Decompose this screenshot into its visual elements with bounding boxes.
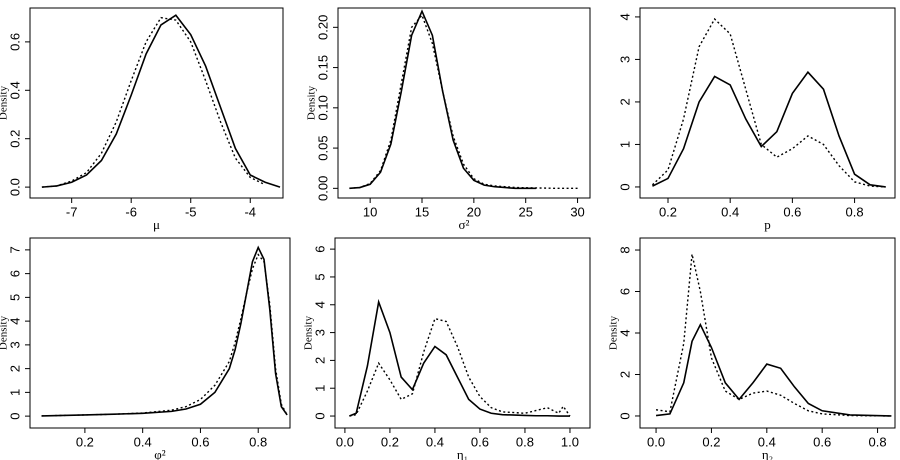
y-tick-label: 6 — [312, 246, 327, 253]
y-tick-label: 4 — [617, 13, 632, 20]
density-line — [41, 253, 288, 417]
x-tick-label: -4 — [244, 204, 256, 219]
x-tick-label: 0.6 — [813, 434, 831, 449]
density-line — [349, 9, 537, 190]
y-tick-label: 2 — [617, 371, 632, 378]
x-tick-label: 10 — [363, 204, 377, 219]
density-line — [349, 13, 578, 190]
y-tick-label: 0 — [617, 412, 632, 419]
x-axis-label: η₁ — [457, 447, 468, 460]
y-axis-label: Density — [608, 315, 620, 350]
density-line — [41, 14, 281, 188]
y-tick-label: 8 — [617, 246, 632, 253]
x-axis-label: p — [764, 217, 771, 232]
x-tick-label: 0.8 — [869, 434, 887, 449]
y-axis-label: Density — [306, 85, 318, 120]
x-tick-label: 0.6 — [471, 434, 489, 449]
y-tick-label: 3 — [617, 56, 632, 63]
panel: 0.0 0.2 0.4 0.6 0.8 0 2 4 6 8 η₂ Density — [608, 237, 896, 460]
x-tick-label: 0.2 — [76, 434, 94, 449]
y-tick-label: 0.20 — [315, 15, 330, 40]
y-tick-label: 1 — [617, 141, 632, 148]
x-axis-label: σ² — [459, 217, 470, 232]
y-tick-label: 5 — [312, 273, 327, 280]
panel: 10 15 20 25 30 0.00 0.05 0.10 0.15 0.20 σ² Density — [306, 7, 591, 232]
density-line — [655, 322, 892, 417]
x-tick-label: 0.4 — [721, 204, 739, 219]
y-tick-label: 4 — [617, 329, 632, 336]
x-tick-label: 25 — [518, 204, 532, 219]
density-line — [655, 254, 892, 417]
plot-frame — [29, 7, 284, 199]
y-tick-label: 0.00 — [315, 176, 330, 201]
plot-frame — [337, 7, 591, 199]
y-tick-label: 1 — [7, 389, 22, 396]
x-tick-label: 0.8 — [249, 434, 267, 449]
y-tick-label: 0 — [7, 413, 22, 420]
y-tick-label: 0.4 — [7, 81, 22, 99]
x-tick-label: 0.2 — [702, 434, 720, 449]
y-tick-label: 0 — [617, 183, 632, 190]
x-tick-label: 0.6 — [191, 434, 209, 449]
x-tick-label: 0.4 — [134, 434, 152, 449]
x-tick-label: 30 — [570, 204, 584, 219]
x-axis-label: η₂ — [762, 447, 773, 460]
y-axis-label: Density — [0, 85, 10, 120]
x-tick-label: 15 — [415, 204, 429, 219]
density-line — [41, 16, 266, 188]
panel: 0.2 0.4 0.6 0.8 0 1 2 3 4 p — [617, 7, 896, 232]
y-tick-label: 6 — [7, 270, 22, 277]
x-tick-label: -5 — [185, 204, 197, 219]
density-line — [349, 317, 571, 417]
x-tick-label: 0.6 — [783, 204, 801, 219]
x-tick-label: 0.8 — [516, 434, 534, 449]
y-tick-label: 5 — [7, 294, 22, 301]
y-tick-label: 3 — [7, 341, 22, 348]
y-tick-label: 2 — [7, 365, 22, 372]
y-tick-label: 1 — [312, 385, 327, 392]
density-line — [652, 70, 886, 188]
x-axis-label: μ — [153, 217, 160, 232]
x-tick-label: -6 — [125, 204, 137, 219]
y-tick-label: 4 — [312, 301, 327, 308]
y-tick-label: 4 — [7, 318, 22, 325]
density-line — [41, 245, 288, 417]
x-tick-label: 0.0 — [336, 434, 354, 449]
y-tick-label: 0.6 — [7, 33, 22, 51]
y-tick-label: 2 — [312, 357, 327, 364]
y-tick-label: 0.10 — [315, 95, 330, 120]
panel: 0.2 0.4 0.6 0.8 0 1 2 3 4 5 6 7 φ² Density — [0, 237, 291, 460]
y-axis-label: Density — [303, 315, 315, 350]
x-tick-label: 0.0 — [647, 434, 665, 449]
panel: 0.0 0.2 0.4 0.6 0.8 1.0 0 1 2 3 4 5 6 η₁ Density — [303, 237, 591, 460]
x-tick-label: 0.2 — [659, 204, 677, 219]
y-tick-label: 0.05 — [315, 135, 330, 160]
plot-frame — [639, 237, 896, 429]
y-tick-label: 2 — [617, 98, 632, 105]
density-line — [349, 298, 570, 417]
y-tick-label: 0.15 — [315, 55, 330, 80]
plot-frame — [29, 237, 291, 429]
y-axis-label: Density — [0, 315, 10, 350]
y-tick-label: 0 — [312, 412, 327, 419]
panel: -7 -6 -5 -4 0.0 0.2 0.4 0.6 μ Density — [0, 7, 284, 232]
y-tick-label: 0.2 — [7, 130, 22, 148]
x-tick-label: 0.2 — [381, 434, 399, 449]
plot-frame — [639, 7, 896, 199]
y-tick-label: 6 — [617, 288, 632, 295]
y-tick-label: 7 — [7, 246, 22, 253]
x-tick-label: 0.4 — [426, 434, 444, 449]
x-tick-label: 20 — [467, 204, 481, 219]
x-tick-label: 0.8 — [846, 204, 864, 219]
y-tick-label: 0.0 — [7, 178, 22, 196]
x-tick-label: -7 — [66, 204, 78, 219]
x-tick-label: 1.0 — [561, 434, 579, 449]
x-axis-label: φ² — [154, 447, 166, 460]
x-tick-label: 0.4 — [758, 434, 776, 449]
density-line — [651, 17, 886, 188]
y-tick-label: 3 — [312, 329, 327, 336]
